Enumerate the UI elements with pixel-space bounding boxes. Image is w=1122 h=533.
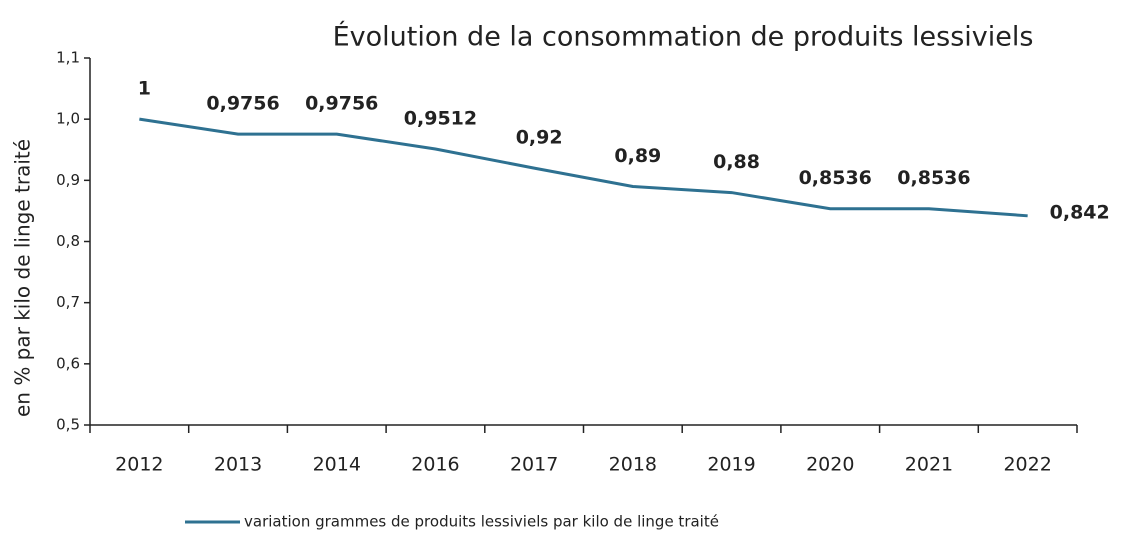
y-tick-label: 1,0 [56, 110, 80, 128]
x-tick-label: 2021 [905, 454, 953, 476]
data-label: 0,9756 [206, 93, 279, 115]
chart-title: Évolution de la consommation de produits… [333, 21, 1034, 53]
x-tick-label: 2018 [609, 454, 657, 476]
x-tick-label: 2012 [115, 454, 163, 476]
legend-label: variation grammes de produits lessiviels… [244, 513, 719, 531]
x-tick-label: 2016 [411, 454, 459, 476]
x-tick-label: 2019 [707, 454, 755, 476]
x-tick-label: 2020 [806, 454, 854, 476]
x-tick-label: 2017 [510, 454, 558, 476]
y-tick-label: 0,9 [56, 171, 80, 189]
y-tick-label: 0,7 [56, 293, 80, 311]
y-tick-label: 0,5 [56, 416, 80, 434]
data-label: 0,88 [713, 151, 760, 173]
x-tick-label: 2022 [1003, 454, 1051, 476]
data-label: 0,89 [614, 145, 661, 167]
y-tick-label: 0,6 [56, 354, 80, 372]
data-label: 1 [138, 78, 151, 100]
data-label: 0,842 [1050, 201, 1110, 223]
data-label: 0,9756 [305, 93, 378, 115]
data-label: 0,9512 [404, 108, 477, 130]
x-tick-label: 2013 [214, 454, 262, 476]
data-label: 0,8536 [799, 167, 872, 189]
data-label: 0,92 [516, 127, 563, 149]
x-tick-label: 2014 [313, 454, 361, 476]
data-label: 0,8536 [897, 167, 970, 189]
y-tick-label: 1,1 [56, 49, 80, 67]
y-tick-label: 0,8 [56, 232, 80, 250]
y-axis-label: en % par kilo de linge traité [11, 139, 35, 417]
data-line [139, 117, 1028, 218]
